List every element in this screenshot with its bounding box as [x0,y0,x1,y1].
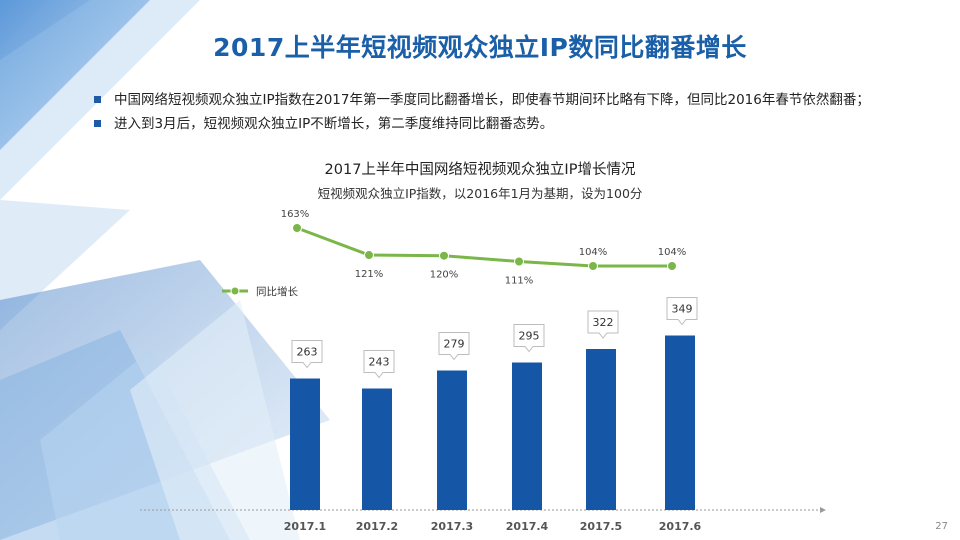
growth-point [364,250,374,261]
bullet-square-icon [94,96,101,103]
x-tick-label: 2017.4 [506,520,549,533]
bar-value-label: 279 [444,338,465,351]
growth-point [514,256,524,267]
chart-title: 2017上半年中国网络短视频观众独立IP增长情况 [324,162,636,178]
growth-line [296,226,672,268]
x-axis-arrow [820,507,826,513]
bullet-list: 中国网络短视频观众独立IP指数在2017年第一季度同比翻番增长，即使春节期间环比… [92,88,942,136]
growth-value-label: 111% [505,275,534,286]
legend-label: 同比增长 [256,285,298,298]
bar [437,370,467,510]
x-tick-label: 2017.3 [431,520,473,533]
bar-value-label: 349 [672,303,693,316]
growth-point [667,261,677,271]
x-tick-label: 2017.5 [580,520,622,533]
growth-point [588,261,598,271]
growth-value-label: 163% [281,209,310,220]
legend-point-swatch [230,286,240,296]
value-callout [513,324,545,353]
value-callout [363,350,395,379]
growth-point [439,250,449,261]
bar-value-label: 295 [519,330,540,343]
bullet-square-icon [94,120,101,127]
slide-title: 2017上半年短视频观众独立IP数同比翻番增长 [213,33,747,62]
bar [290,378,320,510]
bar-value-label: 322 [593,316,614,329]
bar-value-label: 243 [369,356,390,369]
chart-subtitle: 短视频观众独立IP指数，以2016年1月为基期，设为100分 [317,186,643,201]
bar [512,362,542,510]
growth-value-label: 104% [579,247,608,258]
growth-point [292,223,302,233]
growth-value-label: 121% [355,269,384,280]
x-tick-label: 2017.1 [284,520,326,533]
value-callout [438,332,470,361]
bar [586,349,616,510]
page-number: 27 [935,521,948,532]
x-tick-label: 2017.2 [356,520,398,533]
growth-value-label: 120% [430,270,459,281]
bullet-text: 进入到3月后，短视频观众独立IP不断增长，第二季度维持同比翻番态势。 [114,116,554,132]
bullet-item: 进入到3月后，短视频观众独立IP不断增长，第二季度维持同比翻番态势。 [92,112,942,136]
value-callout [587,310,619,339]
bullet-text: 中国网络短视频观众独立IP指数在2017年第一季度同比翻番增长，即使春节期间环比… [114,92,870,108]
value-callout [666,297,698,326]
growth-value-label: 104% [658,247,687,258]
bar [665,335,695,510]
bullet-item: 中国网络短视频观众独立IP指数在2017年第一季度同比翻番增长，即使春节期间环比… [92,88,942,112]
value-callout [291,340,323,369]
x-tick-label: 2017.6 [659,520,702,533]
bar [362,388,392,510]
bar-value-label: 263 [297,346,318,359]
